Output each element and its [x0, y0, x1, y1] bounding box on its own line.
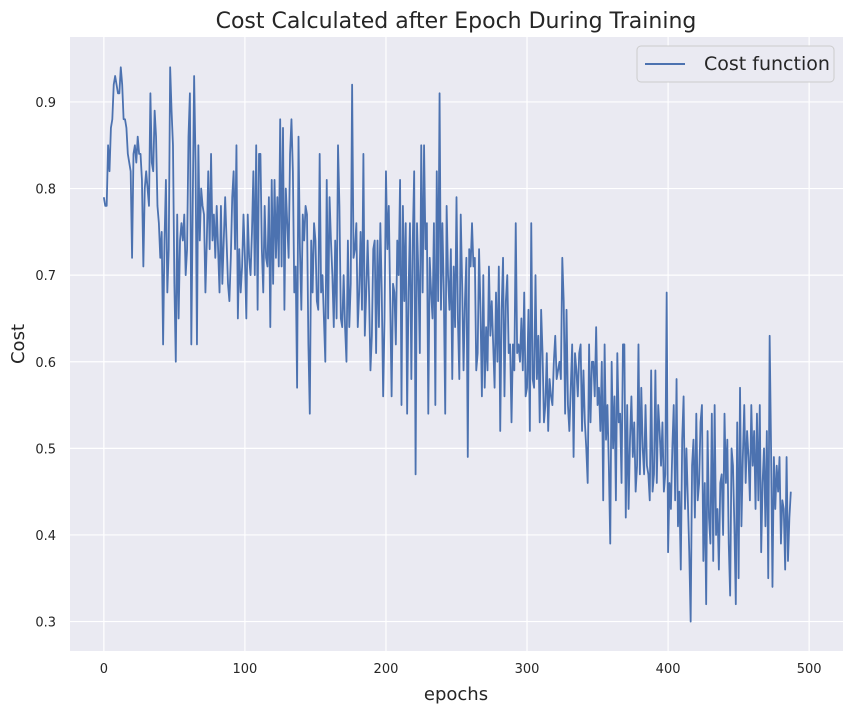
x-tick-label: 200 — [374, 662, 399, 677]
plot-area — [70, 37, 843, 651]
y-tick-label: 0.7 — [35, 269, 56, 284]
legend-label: Cost function — [704, 53, 830, 75]
x-tick-label: 500 — [797, 662, 822, 677]
y-tick-labels: 0.3 0.4 0.5 0.6 0.7 0.8 0.9 — [35, 96, 56, 631]
y-tick-label: 0.9 — [35, 96, 56, 111]
y-axis-label: Cost — [8, 324, 29, 364]
legend-box — [636, 45, 835, 83]
y-tick-label: 0.8 — [35, 183, 56, 198]
x-tick-labels: 0 100 200 300 400 500 — [100, 662, 822, 677]
series-layer — [102, 66, 792, 623]
y-tick-label: 0.4 — [35, 529, 56, 544]
x-axis-label: epochs — [424, 684, 488, 705]
y-tick-label: 0.3 — [35, 616, 56, 631]
x-tick-label: 0 — [100, 662, 108, 677]
x-tick-label: 300 — [515, 662, 540, 677]
chart-title: Cost Calculated after Epoch During Train… — [216, 9, 697, 34]
y-tick-label: 0.5 — [35, 442, 56, 457]
y-tick-label: 0.6 — [35, 356, 56, 371]
x-tick-label: 100 — [232, 662, 257, 677]
series-line-cost-function — [102, 66, 792, 623]
x-tick-label: 400 — [656, 662, 681, 677]
legend: Cost function — [636, 45, 835, 83]
